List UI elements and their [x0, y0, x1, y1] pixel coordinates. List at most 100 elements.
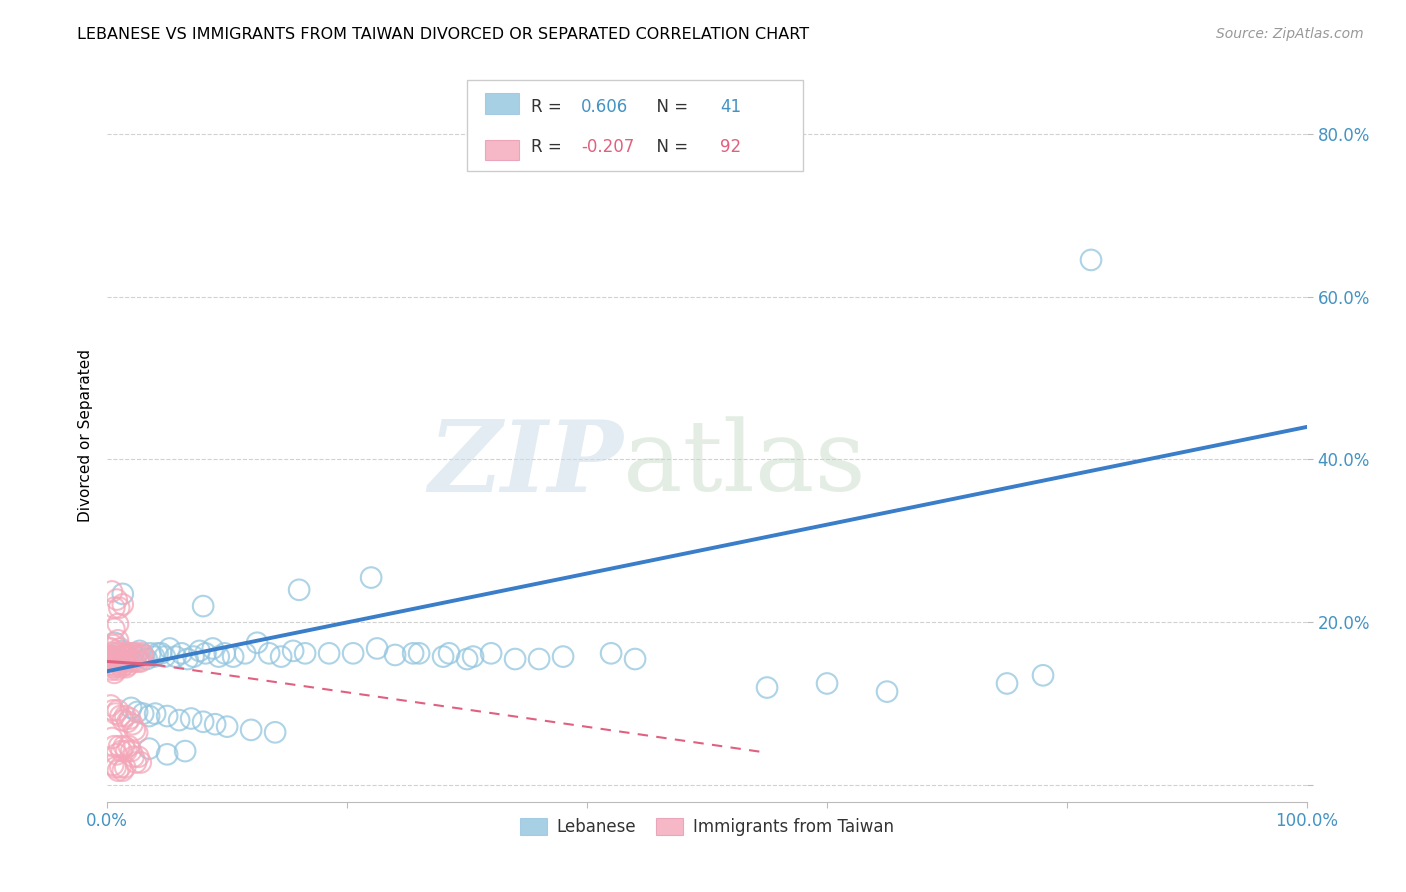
Point: [101, 731, 124, 745]
Point: [101, 638, 124, 652]
Point: [624, 652, 647, 666]
Point: [107, 652, 129, 666]
Point: [1032, 668, 1054, 682]
Point: [208, 649, 231, 664]
Point: [142, 649, 165, 664]
Point: [110, 641, 132, 656]
Point: [159, 641, 181, 656]
Point: [995, 676, 1018, 690]
Point: [551, 649, 574, 664]
Legend: Lebanese, Immigrants from Taiwan: Lebanese, Immigrants from Taiwan: [512, 810, 903, 845]
Point: [246, 636, 269, 650]
Point: [110, 646, 132, 660]
Point: [270, 649, 292, 664]
Text: atlas: atlas: [623, 417, 866, 512]
Point: [103, 649, 125, 664]
Point: [125, 649, 148, 664]
Point: [108, 600, 131, 615]
Point: [437, 646, 460, 660]
Point: [135, 652, 157, 666]
Point: [115, 744, 138, 758]
Point: [366, 641, 388, 656]
Point: [150, 646, 173, 660]
Point: [128, 649, 150, 664]
Point: [111, 587, 134, 601]
Point: [128, 644, 150, 658]
Point: [107, 655, 129, 669]
Text: Source: ZipAtlas.com: Source: ZipAtlas.com: [1216, 27, 1364, 41]
Point: [121, 717, 143, 731]
Point: [124, 655, 146, 669]
Point: [101, 584, 124, 599]
Point: [100, 698, 122, 713]
Point: [132, 648, 155, 662]
Point: [112, 739, 135, 754]
Point: [124, 723, 146, 737]
Point: [111, 764, 134, 778]
Point: [101, 663, 124, 677]
Point: [117, 714, 139, 729]
Point: [120, 649, 142, 664]
Point: [118, 739, 141, 754]
Point: [240, 723, 263, 737]
Point: [456, 652, 478, 666]
Point: [194, 646, 217, 660]
Point: [104, 652, 127, 666]
Point: [217, 720, 239, 734]
FancyBboxPatch shape: [485, 140, 519, 161]
Point: [138, 741, 160, 756]
Point: [125, 756, 148, 770]
Point: [108, 657, 131, 672]
Point: [294, 646, 316, 660]
Point: [600, 646, 623, 660]
Text: 92: 92: [720, 138, 741, 156]
Point: [170, 646, 193, 660]
Point: [165, 649, 187, 664]
Point: [146, 646, 169, 660]
Point: [815, 676, 838, 690]
Point: [114, 655, 136, 669]
Point: [115, 660, 138, 674]
Point: [288, 582, 311, 597]
Point: [222, 649, 245, 664]
Point: [105, 592, 128, 607]
Text: R =: R =: [530, 138, 567, 156]
Point: [756, 681, 779, 695]
Point: [127, 749, 149, 764]
Text: 41: 41: [720, 97, 741, 116]
Point: [101, 649, 124, 664]
Point: [105, 646, 128, 660]
Point: [127, 725, 149, 739]
Point: [110, 660, 132, 674]
Point: [101, 655, 124, 669]
Point: [153, 649, 176, 664]
Point: [103, 739, 125, 754]
FancyBboxPatch shape: [467, 79, 803, 171]
Point: [105, 660, 128, 674]
Point: [125, 649, 148, 664]
Point: [360, 571, 382, 585]
Point: [233, 646, 256, 660]
Point: [103, 665, 125, 680]
Point: [101, 703, 124, 717]
Point: [156, 709, 179, 723]
Point: [132, 706, 155, 721]
Point: [122, 749, 145, 764]
Point: [201, 641, 224, 656]
Point: [108, 649, 131, 664]
Text: LEBANESE VS IMMIGRANTS FROM TAIWAN DIVORCED OR SEPARATED CORRELATION CHART: LEBANESE VS IMMIGRANTS FROM TAIWAN DIVOR…: [77, 27, 810, 42]
Point: [104, 706, 127, 721]
Point: [121, 655, 143, 669]
Point: [503, 652, 526, 666]
Point: [127, 705, 149, 719]
Point: [342, 646, 364, 660]
Point: [110, 760, 132, 774]
Point: [103, 622, 125, 636]
Point: [103, 657, 125, 672]
Point: [118, 648, 141, 662]
Point: [384, 648, 406, 662]
Point: [104, 644, 127, 658]
Point: [408, 646, 430, 660]
Point: [101, 652, 124, 666]
Point: [138, 709, 160, 723]
